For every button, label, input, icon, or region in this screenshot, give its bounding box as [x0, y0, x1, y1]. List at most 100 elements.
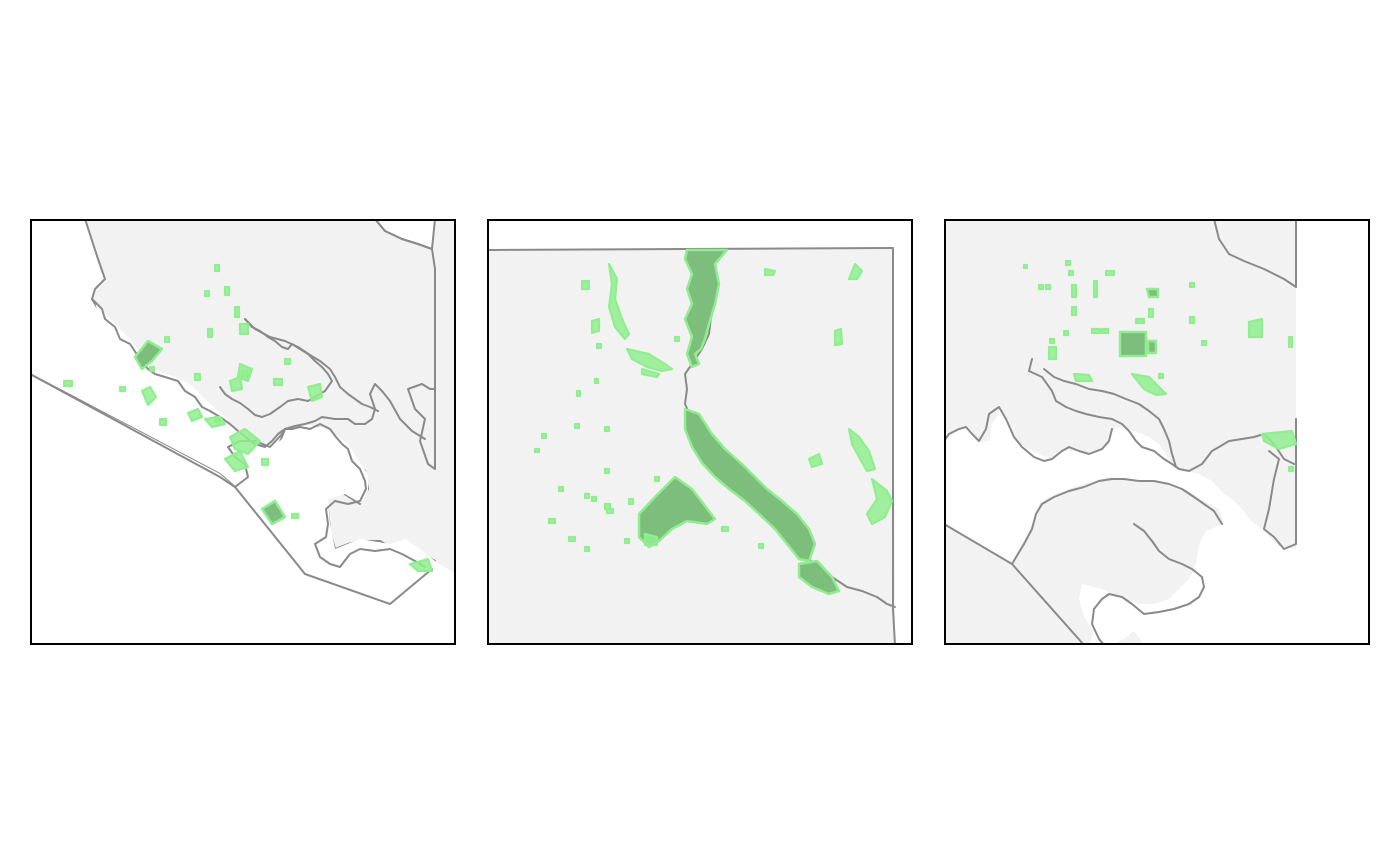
park-polygon — [653, 475, 661, 483]
park-polygon — [260, 499, 287, 526]
park-polygon — [1044, 283, 1052, 291]
east-boundary — [1213, 219, 1297, 288]
park-polygon — [1064, 259, 1072, 267]
park-polygon — [720, 525, 730, 533]
park-polygon — [865, 477, 894, 526]
park-polygon — [583, 492, 591, 500]
park-polygon — [1247, 317, 1264, 339]
park-polygon — [673, 335, 681, 343]
park-polygon — [1070, 305, 1078, 317]
park-polygon — [643, 532, 659, 547]
park-polygon — [623, 537, 631, 545]
park-polygon — [575, 389, 582, 398]
park-polygon — [847, 262, 864, 281]
park-polygon — [133, 339, 164, 371]
park-polygon — [540, 432, 548, 440]
park-polygon — [627, 497, 635, 506]
park-polygon — [797, 559, 841, 596]
shoreline-south — [227, 423, 426, 568]
park-polygon — [533, 447, 541, 454]
map-frame — [30, 219, 456, 645]
map-center-svg — [487, 219, 913, 645]
water-area — [30, 301, 456, 645]
park-polygon — [193, 372, 202, 382]
park-polygon — [683, 248, 729, 369]
park-polygon — [1070, 283, 1078, 299]
park-polygon — [603, 425, 611, 433]
park-polygon — [583, 545, 591, 553]
park-polygon — [206, 327, 214, 339]
shoreline-north — [1028, 358, 1295, 472]
park-polygon — [590, 317, 601, 335]
park-polygon — [593, 377, 600, 385]
park-polygon — [1146, 339, 1158, 355]
east-boundary-lower — [1263, 418, 1297, 550]
park-polygon — [1072, 372, 1094, 383]
park-polygon — [763, 267, 777, 277]
harbor-piers — [1043, 368, 1177, 468]
outside-county — [1296, 219, 1370, 645]
county-boundary — [30, 373, 433, 605]
park-polygon — [148, 365, 156, 373]
parks-layer — [1022, 259, 1298, 473]
map-right-svg — [944, 219, 1370, 645]
park-polygon — [757, 542, 765, 550]
park-polygon — [590, 495, 598, 503]
water-area — [944, 404, 1296, 645]
park-polygon — [1147, 307, 1155, 319]
park-polygon — [847, 427, 877, 473]
park-polygon — [213, 415, 222, 424]
park-polygon — [272, 377, 284, 387]
park-polygon — [1287, 335, 1294, 349]
park-polygon — [163, 335, 171, 344]
park-polygon — [1157, 372, 1165, 380]
map-frame — [487, 219, 913, 645]
park-polygon — [1092, 279, 1099, 299]
park-polygon — [186, 407, 204, 423]
park-polygon — [158, 417, 168, 427]
park-polygon — [580, 279, 591, 291]
map-panel-left — [30, 219, 456, 645]
park-polygon — [1062, 329, 1070, 337]
park-polygon — [605, 507, 615, 515]
park-polygon — [833, 327, 844, 347]
park-polygon — [807, 452, 824, 469]
park-polygon — [1104, 269, 1116, 277]
park-polygon — [557, 485, 565, 493]
park-polygon — [1100, 327, 1110, 335]
park-polygon — [1118, 330, 1148, 358]
park-polygon — [1067, 269, 1075, 277]
park-polygon — [573, 422, 581, 430]
map-frame — [944, 219, 1370, 645]
park-polygon — [595, 342, 603, 350]
park-polygon — [1188, 315, 1196, 325]
park-polygon — [625, 347, 674, 373]
map-panel-center — [487, 219, 913, 645]
park-polygon — [283, 357, 292, 366]
parks-layer — [62, 263, 434, 573]
park-polygon — [1200, 339, 1208, 347]
shoreline-west — [944, 406, 1113, 462]
park-polygon — [223, 285, 231, 297]
harbor-inlets — [219, 318, 333, 418]
park-polygon — [1048, 337, 1056, 345]
park-polygon — [1145, 287, 1160, 299]
park-polygon — [140, 385, 158, 407]
park-polygon — [607, 262, 631, 341]
park-polygon — [1260, 429, 1298, 451]
park-polygon — [233, 305, 241, 319]
park-polygon — [238, 322, 250, 336]
park-polygon — [603, 467, 611, 475]
park-polygon — [118, 385, 127, 393]
park-polygon — [223, 449, 250, 473]
park-polygon — [408, 557, 434, 573]
inner-shore — [244, 318, 379, 412]
park-polygon — [203, 289, 211, 298]
park-polygon — [567, 535, 577, 543]
shoreline-south — [1011, 478, 1223, 565]
map-left-svg — [30, 219, 456, 645]
park-polygon — [240, 369, 250, 381]
east-boundary — [374, 219, 436, 470]
park-polygon — [1134, 317, 1146, 325]
park-polygon — [260, 457, 270, 467]
